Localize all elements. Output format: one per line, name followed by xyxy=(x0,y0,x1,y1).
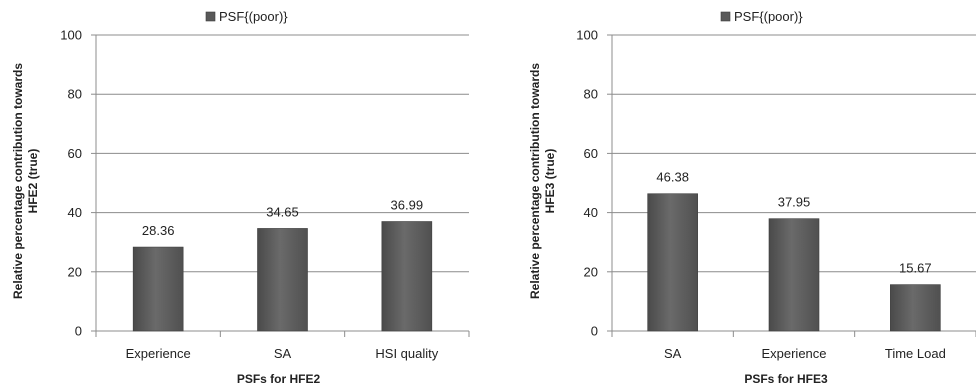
x-category-label: Time Load xyxy=(885,346,946,361)
chart-panel-2: 0 20 40 60 80 100 46.38 SA 37.95 Experience 15.67 T… xyxy=(528,9,976,386)
y-axis-title: Relative percentage contribution towards… xyxy=(528,63,557,299)
y-tick-label: 100 xyxy=(60,28,82,43)
bar xyxy=(257,228,308,332)
legend-swatch xyxy=(720,11,731,22)
y-tick-label: 0 xyxy=(591,324,598,339)
chart-panel-1: 0 20 40 60 80 100 28.36 Experience 34.65 SA 36.99 H… xyxy=(11,9,470,386)
y-tick-label: 0 xyxy=(75,324,82,339)
legend-swatch xyxy=(205,11,216,22)
y-axis-title-line: Relative percentage contribution towards xyxy=(528,63,542,299)
y-tick-label: 60 xyxy=(584,146,598,161)
bar xyxy=(132,246,184,332)
legend: PSF{(poor)} xyxy=(720,9,803,24)
legend-label: PSF{(poor)} xyxy=(219,9,288,24)
bar xyxy=(890,284,941,332)
legend-label: PSF{(poor)} xyxy=(734,9,803,24)
data-label: 37.95 xyxy=(778,195,811,210)
y-tick-label: 60 xyxy=(68,146,82,161)
data-label: 36.99 xyxy=(391,198,424,213)
bar xyxy=(768,218,820,332)
y-tick-label: 80 xyxy=(68,87,82,102)
data-label: 34.65 xyxy=(266,204,299,219)
data-label: 46.38 xyxy=(656,170,689,185)
x-category-label: Experience xyxy=(761,346,826,361)
y-axis-title-line: Relative percentage contribution towards xyxy=(11,63,25,299)
data-label: 15.67 xyxy=(899,261,932,276)
y-tick-label: 40 xyxy=(68,205,82,220)
x-axis-title: PSFs for HFE2 xyxy=(237,372,321,386)
x-category-label: SA xyxy=(664,346,682,361)
x-category-label: Experience xyxy=(126,346,191,361)
y-tick-label: 20 xyxy=(68,264,82,279)
bar xyxy=(647,193,698,332)
data-label: 28.36 xyxy=(142,223,175,238)
bar xyxy=(381,221,433,332)
x-axis-title: PSFs for HFE3 xyxy=(744,372,828,386)
y-tick-label: 40 xyxy=(584,205,598,220)
y-axis-title-line: HFE2 (true) xyxy=(26,149,40,214)
y-axis-title-line: HFE3 (true) xyxy=(543,149,557,214)
y-tick-label: 100 xyxy=(576,28,598,43)
y-axis-title: Relative percentage contribution towards… xyxy=(11,63,40,299)
legend: PSF{(poor)} xyxy=(205,9,288,24)
x-category-label: HSI quality xyxy=(375,346,438,361)
y-tick-label: 20 xyxy=(584,264,598,279)
y-tick-label: 80 xyxy=(584,87,598,102)
x-category-label: SA xyxy=(274,346,292,361)
